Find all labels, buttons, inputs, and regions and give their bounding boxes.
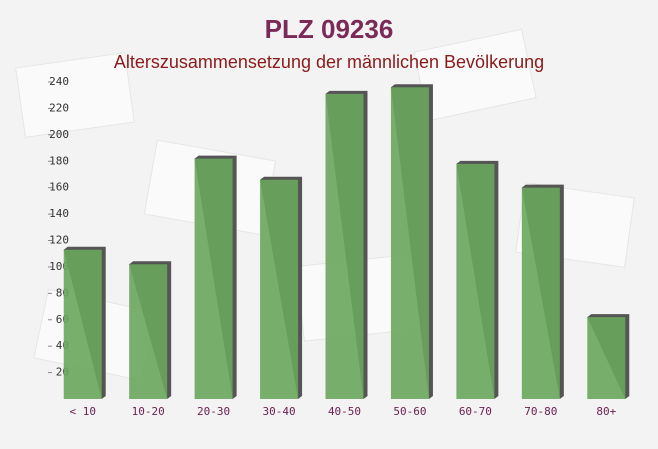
bar — [260, 179, 299, 399]
bar — [456, 163, 495, 399]
chart-subtitle: Alterszusammensetzung der männlichen Bev… — [114, 52, 544, 72]
x-tick-label: 10-20 — [132, 405, 165, 418]
x-tick-label: 80+ — [596, 405, 616, 418]
x-tick-label: < 10 — [69, 405, 96, 418]
y-tick-label: 180 — [49, 154, 69, 167]
bar — [129, 264, 168, 399]
chart-title: PLZ 09236 — [265, 14, 394, 44]
bar — [325, 93, 364, 399]
bar — [194, 158, 233, 399]
y-tick-label: 220 — [49, 101, 69, 114]
x-tick-label: 70-80 — [524, 405, 557, 418]
bar — [587, 317, 626, 399]
y-tick-label: 160 — [49, 181, 69, 194]
y-tick-label: 140 — [49, 207, 69, 220]
x-tick-label: 60-70 — [459, 405, 492, 418]
bar — [521, 187, 560, 399]
y-tick-label: 200 — [49, 128, 69, 141]
x-tick-label: 30-40 — [262, 405, 295, 418]
y-tick-label: 240 — [49, 75, 69, 88]
x-tick-label: 50-60 — [393, 405, 426, 418]
bar — [390, 87, 429, 400]
x-tick-label: 20-30 — [197, 405, 230, 418]
y-tick-label: 120 — [49, 234, 69, 247]
x-tick-label: 40-50 — [328, 405, 361, 418]
bar — [63, 249, 102, 399]
